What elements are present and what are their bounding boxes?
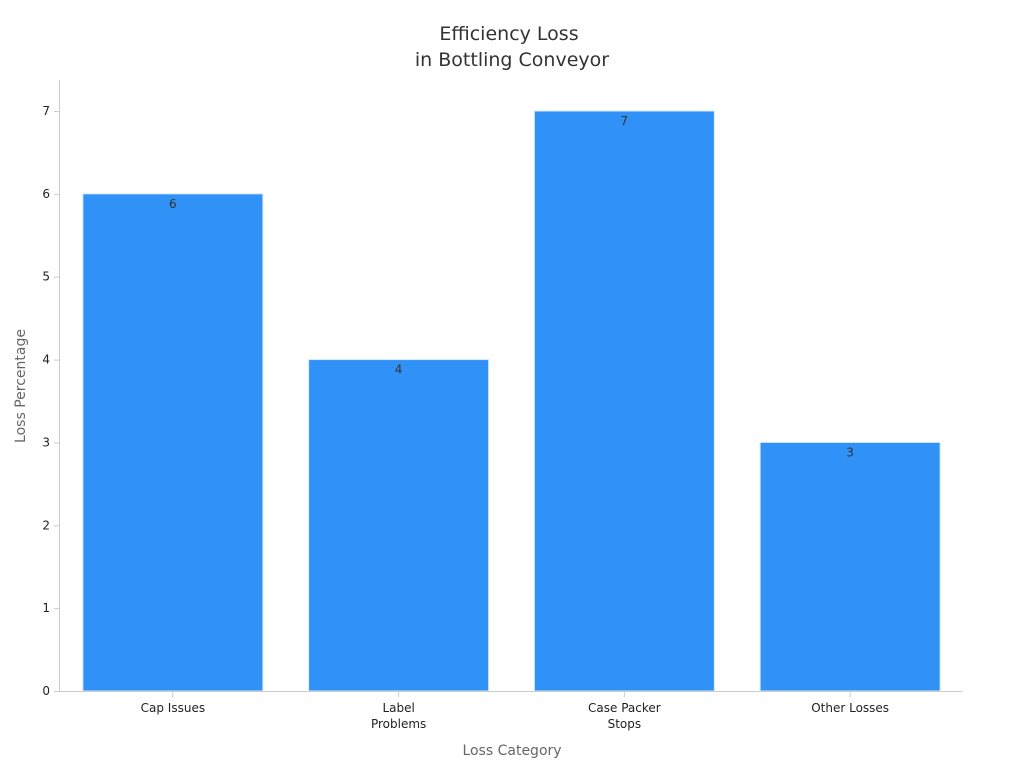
data-label-3: 3 — [846, 445, 854, 459]
x-tick-label-1: Label Problems — [371, 701, 426, 731]
x-tick-label-1-line-1: Problems — [371, 717, 426, 731]
y-axis-title: Loss Percentage — [13, 329, 29, 443]
data-labels-group: 6 4 7 3 — [169, 114, 854, 459]
bars-group — [82, 110, 941, 692]
chart-title-line-2: in Bottling Conveyor — [415, 49, 609, 71]
bar-0 — [82, 193, 264, 692]
y-ticks-group: 0 1 2 3 4 5 6 7 — [42, 104, 59, 698]
x-tick-label-0-line-0: Cap Issues — [141, 701, 205, 715]
y-tick-label-5: 5 — [42, 270, 50, 284]
y-tick-label-3: 3 — [42, 435, 50, 449]
bar-1 — [308, 359, 490, 692]
chart-title: Efficiency Loss in Bottling Conveyor — [415, 23, 609, 71]
x-tick-label-2: Case Packer Stops — [588, 701, 661, 731]
x-ticks-group: Cap Issues Label Problems Case Packer Stops O… — [141, 692, 889, 731]
x-tick-label-3: Other Losses — [811, 701, 889, 715]
data-label-2: 7 — [621, 114, 629, 128]
y-tick-label-7: 7 — [42, 104, 50, 118]
bar-3 — [759, 441, 941, 692]
y-tick-label-2: 2 — [42, 518, 50, 532]
chart-title-line-1: Efficiency Loss — [439, 23, 578, 45]
data-label-0: 6 — [169, 197, 177, 211]
y-tick-label-4: 4 — [42, 353, 50, 367]
x-tick-label-1-line-0: Label — [382, 701, 414, 715]
x-tick-label-2-line-0: Case Packer — [588, 701, 661, 715]
data-label-1: 4 — [395, 363, 403, 377]
x-tick-label-0: Cap Issues — [141, 701, 205, 715]
y-tick-label-6: 6 — [42, 187, 50, 201]
bar-2 — [533, 110, 715, 692]
y-tick-label-1: 1 — [42, 601, 50, 615]
x-axis-title: Loss Category — [462, 743, 561, 759]
x-tick-label-2-line-1: Stops — [608, 717, 642, 731]
y-tick-label-0: 0 — [42, 684, 50, 698]
x-tick-label-3-line-0: Other Losses — [811, 701, 889, 715]
